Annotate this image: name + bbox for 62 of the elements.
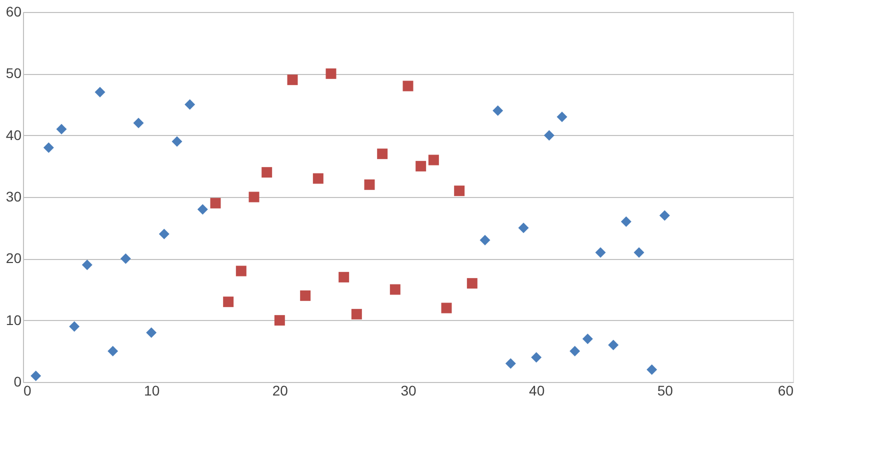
point [326, 68, 336, 79]
point [69, 321, 80, 332]
point [210, 198, 221, 208]
x-tick-label: 20 [272, 382, 288, 398]
point [146, 327, 157, 338]
point [505, 358, 516, 369]
point [582, 334, 593, 344]
point [518, 222, 529, 234]
point [556, 112, 568, 122]
point [133, 118, 144, 128]
y-tick-label: 60 [6, 4, 22, 20]
point [454, 186, 465, 196]
point [480, 234, 490, 246]
point [197, 204, 208, 215]
point [94, 86, 106, 98]
y-tick-label: 30 [6, 188, 22, 204]
point [262, 167, 272, 178]
point [570, 346, 580, 356]
point [223, 296, 234, 308]
point [287, 74, 298, 86]
point [620, 216, 632, 227]
x-tick-label: 50 [657, 382, 674, 398]
x-tick-label: 40 [529, 382, 545, 398]
x-tick-label: 10 [144, 382, 160, 398]
point [312, 173, 324, 184]
point [492, 105, 504, 116]
point [416, 160, 426, 172]
point [466, 278, 478, 289]
point [659, 210, 670, 221]
point [338, 272, 350, 282]
x-tick-label: 30 [400, 382, 416, 398]
point [82, 260, 92, 270]
point [390, 284, 400, 295]
point [608, 340, 619, 350]
point [595, 247, 606, 258]
point [646, 364, 658, 375]
point [544, 130, 554, 141]
point [351, 308, 362, 320]
point [634, 247, 644, 258]
point [56, 124, 67, 134]
point [531, 352, 542, 363]
point [120, 253, 131, 264]
x-tick-label: 60 [778, 382, 794, 398]
y-tick-label: 50 [6, 65, 22, 82]
point [364, 179, 375, 190]
y-tick-label: 10 [6, 312, 22, 328]
point [274, 315, 285, 326]
point [108, 346, 118, 356]
point [172, 136, 182, 147]
point [441, 302, 452, 314]
point [428, 154, 439, 166]
point [377, 148, 388, 160]
point [236, 266, 246, 276]
point [184, 99, 196, 110]
point [248, 192, 260, 202]
point [158, 228, 170, 240]
y-tick-label: 20 [6, 250, 22, 266]
point [402, 80, 414, 92]
point [43, 142, 54, 153]
point [30, 370, 42, 382]
y-tick-label: 40 [6, 126, 22, 143]
point [300, 290, 311, 301]
